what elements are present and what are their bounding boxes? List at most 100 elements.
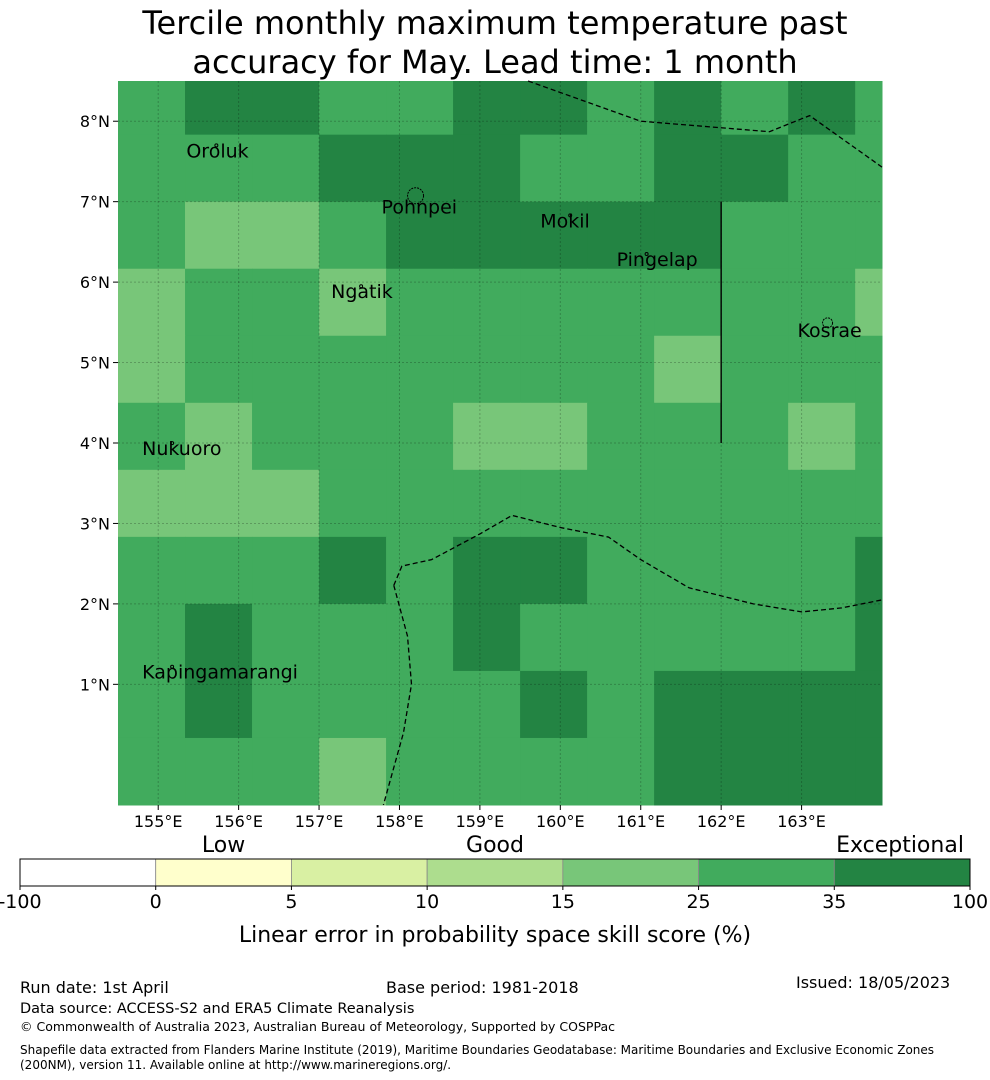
island-label: Nukuoro [142, 438, 221, 460]
island-outline [170, 441, 175, 446]
skill-cell [252, 134, 320, 203]
skill-cell [386, 402, 454, 471]
skill-cell [721, 134, 789, 203]
colorbar-swatch [426, 858, 564, 887]
skill-cell [654, 603, 722, 672]
island-outline [214, 143, 219, 148]
skill-cell [855, 536, 883, 605]
lon-tick-label: 162°E [697, 812, 746, 831]
copyright-notice: © Commonwealth of Australia 2023, Austra… [20, 1019, 615, 1034]
colorbar-tick-label: -100 [0, 891, 42, 913]
skill-cell [520, 469, 588, 538]
skill-cell [654, 81, 722, 136]
skill-cell [252, 268, 320, 337]
run-date: Run date: 1st April [20, 978, 169, 997]
lat-tick-label: 8°N [80, 112, 110, 131]
skill-cell [855, 469, 883, 538]
skill-cell [721, 603, 789, 672]
lon-tick-label: 158°E [375, 812, 424, 831]
skill-cell [520, 603, 588, 672]
lat-tick-label: 4°N [80, 434, 110, 453]
lon-tick-label: 159°E [456, 812, 505, 831]
lat-tick-label: 3°N [80, 514, 110, 533]
skill-cell [788, 81, 856, 136]
skill-cell [855, 268, 883, 337]
maritime-boundaries [382, 80, 883, 806]
eez-boundary-line [382, 585, 413, 806]
eez-boundary-line [527, 80, 883, 168]
skill-cell [386, 268, 454, 337]
skill-cell [252, 670, 320, 739]
skill-cell [587, 402, 655, 471]
skill-cell [185, 268, 253, 337]
skill-cell [654, 134, 722, 203]
skill-cell [319, 402, 387, 471]
skill-cell [386, 134, 454, 203]
skill-cell [185, 670, 253, 739]
skill-cell [520, 81, 588, 136]
skill-cell [654, 469, 722, 538]
skill-cell [252, 402, 320, 471]
skill-cell [788, 201, 856, 270]
skill-cell [319, 335, 387, 404]
skill-cell [386, 536, 454, 605]
skill-cell [721, 469, 789, 538]
skill-cell [185, 402, 253, 471]
skill-cell [453, 134, 521, 203]
skill-cell [185, 81, 253, 136]
island-label: Kosrae [798, 320, 862, 342]
skill-cell [855, 201, 883, 270]
skill-cell [118, 81, 186, 136]
skill-cell [855, 134, 883, 203]
skill-grid [118, 81, 883, 806]
colorbar-tick-label: 10 [415, 891, 439, 913]
lat-tick-label: 1°N [80, 675, 110, 694]
skill-cell [453, 603, 521, 672]
data-source: Data source: ACCESS-S2 and ERA5 Climate … [20, 1001, 415, 1017]
skill-cell [319, 81, 387, 136]
skill-cell [587, 536, 655, 605]
skill-cell [788, 536, 856, 605]
colorbar-swatch [698, 858, 835, 887]
skill-cell [721, 201, 789, 270]
skill-cell [453, 402, 521, 471]
island-markers: Oroluk Pohnpei Mokil Pingelap Ngatik Kosrae Nu… [142, 140, 862, 683]
skill-cell [721, 536, 789, 605]
island-outline [822, 317, 834, 329]
skill-cell [654, 402, 722, 471]
skill-cell [118, 201, 186, 270]
skill-cell [721, 402, 789, 471]
colorbar-swatch [19, 858, 157, 887]
skill-cell [252, 603, 320, 672]
skill-cell [118, 670, 186, 739]
island-label: Pohnpei [382, 197, 458, 219]
colorbar-tick-label: 35 [822, 891, 846, 913]
colorbar-swatch [562, 858, 699, 887]
lon-tick-label: 157°E [295, 812, 344, 831]
lat-tick-label: 2°N [80, 595, 110, 614]
skill-cell [855, 670, 883, 739]
skill-cell [386, 737, 454, 806]
skill-cell [520, 536, 588, 605]
skill-cell [520, 134, 588, 203]
skill-cell [118, 469, 186, 538]
skill-cell [453, 81, 521, 136]
colorbar-tick-label: 0 [150, 891, 162, 913]
skill-cell [386, 603, 454, 672]
skill-cell [252, 335, 320, 404]
skill-cell [587, 134, 655, 203]
island-outline [359, 284, 364, 289]
lat-tick-label: 5°N [80, 354, 110, 373]
skill-cell [520, 268, 588, 337]
skill-cell [721, 81, 789, 136]
skill-cell [319, 603, 387, 672]
legend-category-label: Low [202, 833, 245, 858]
skill-cell [520, 335, 588, 404]
title-line-1: Tercile monthly maximum temperature past [142, 4, 848, 42]
skill-cell [788, 737, 856, 806]
skill-cell [386, 469, 454, 538]
base-period: Base period: 1981-2018 [386, 978, 579, 997]
colorbar-tick-label: 5 [285, 891, 297, 913]
skill-cell [386, 335, 454, 404]
skill-cell [185, 335, 253, 404]
